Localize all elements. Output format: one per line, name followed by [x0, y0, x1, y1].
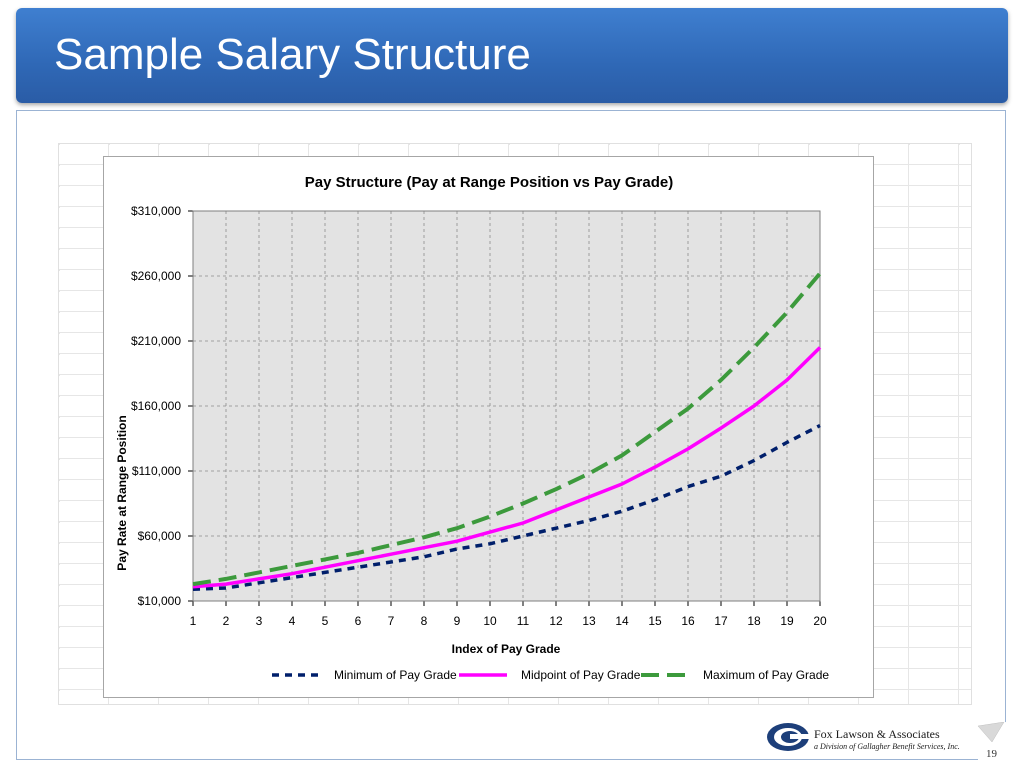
x-tick-label: 20: [813, 614, 827, 628]
legend-label-1: Minimum of Pay Grade: [334, 668, 457, 682]
page-number: 19: [986, 748, 997, 760]
series-line-1: [192, 423, 821, 592]
chart-frame: Pay Structure (Pay at Range Position vs …: [103, 156, 874, 698]
chart-title: Pay Structure (Pay at Range Position vs …: [305, 174, 673, 191]
logo-tagline: a Division of Gallagher Benefit Services…: [814, 742, 960, 751]
x-tick-label: 7: [388, 614, 395, 628]
fox-lawson-logo-icon: [767, 723, 810, 751]
x-axis-label: Index of Pay Grade: [452, 642, 561, 656]
x-tick-label: 4: [289, 614, 296, 628]
x-tick-label: 17: [714, 614, 728, 628]
legend: Minimum of Pay Grade Midpoint of Pay Grad…: [272, 668, 829, 682]
x-tick-label: 16: [681, 614, 695, 628]
x-tick-label: 6: [355, 614, 362, 628]
y-tick-label: $260,000: [131, 269, 181, 283]
x-tick-label: 15: [648, 614, 662, 628]
slide-title: Sample Salary Structure: [54, 30, 531, 79]
y-axis-label: Pay Rate at Range Position: [115, 415, 129, 570]
x-tick-label: 11: [517, 614, 530, 628]
y-tick-label: $10,000: [138, 594, 182, 608]
y-tick-label: $210,000: [131, 334, 181, 348]
x-tick-label: 19: [780, 614, 794, 628]
y-tick-label: $310,000: [131, 204, 181, 218]
x-tick-label: 12: [549, 614, 563, 628]
x-tick-label: 3: [256, 614, 263, 628]
plot-border: [192, 210, 821, 602]
legend-label-3: Maximum of Pay Grade: [703, 668, 829, 682]
y-tick-label: $60,000: [138, 529, 182, 543]
footer-logo: Fox Lawson & Associates a Division of Ga…: [766, 722, 966, 762]
x-tick-label: 9: [454, 614, 461, 628]
logo-company-name: Fox Lawson & Associates: [814, 727, 940, 741]
x-tick-label: 1: [190, 614, 197, 628]
pay-structure-chart: Pay Structure (Pay at Range Position vs …: [115, 174, 829, 682]
x-tick-label: 18: [747, 614, 761, 628]
series-line-2: [192, 346, 822, 589]
x-tick-label: 8: [421, 614, 428, 628]
y-tick-label: $160,000: [131, 399, 181, 413]
title-bar: Sample Salary Structure: [16, 8, 1008, 103]
x-tick-label: 5: [322, 614, 329, 628]
series-line-3: [192, 272, 822, 587]
x-tick-label: 13: [582, 614, 596, 628]
x-tick-label: 10: [483, 614, 497, 628]
legend-label-2: Midpoint of Pay Grade: [521, 668, 641, 682]
page-curl-icon: [977, 722, 1006, 760]
y-tick-label: $110,000: [132, 464, 181, 478]
x-tick-label: 14: [615, 614, 629, 628]
x-tick-label: 2: [223, 614, 230, 628]
